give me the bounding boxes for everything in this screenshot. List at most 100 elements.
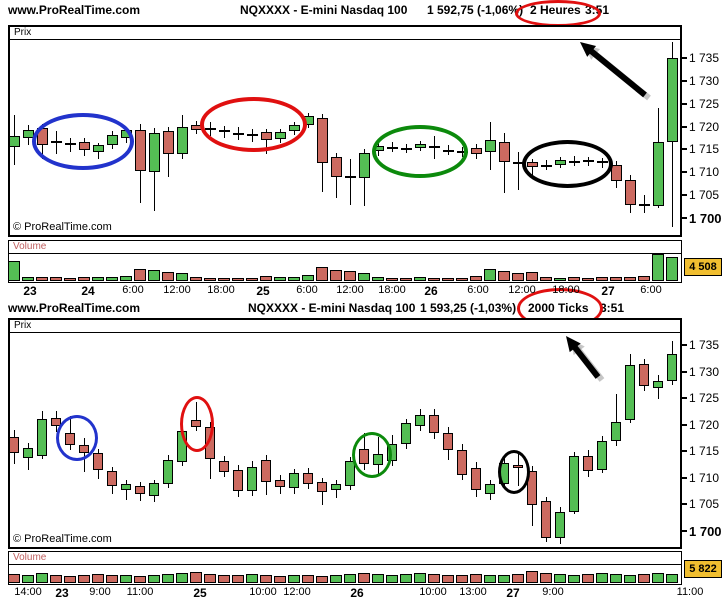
x-axis-label: 12:00: [283, 586, 311, 598]
volume-bar: [134, 269, 146, 281]
volume-bar: [624, 277, 636, 281]
volume-bar: [302, 275, 314, 281]
volume-bar: [50, 575, 62, 583]
y-axis-tick-mark: [682, 171, 687, 174]
y-axis-tick-label: 1 720: [689, 417, 720, 432]
x-axis-label: 24: [81, 284, 95, 298]
volume-bar: [638, 276, 650, 281]
volume-bar: [218, 575, 230, 583]
header-quote: 1 592,75 (-1,06%): [427, 3, 524, 17]
x-axis-label: 6:00: [296, 284, 318, 296]
candle-down: [470, 148, 482, 155]
volume-bar: [358, 573, 370, 583]
x-axis-label: 12:00: [336, 284, 364, 296]
volume-bar: [582, 574, 594, 583]
candle-up: [401, 423, 411, 445]
volume-bar: [456, 575, 468, 583]
candle-up: [485, 484, 495, 495]
candle-up: [331, 484, 341, 491]
volume-chart[interactable]: [8, 565, 681, 584]
candle-up: [625, 364, 635, 420]
y-axis-tick-mark: [682, 529, 687, 532]
y-axis-tick-label: 1 730: [689, 73, 720, 88]
volume-bar: [512, 574, 524, 583]
candle-down: [317, 482, 327, 493]
candle-down: [429, 414, 439, 433]
volume-bar: [92, 574, 104, 583]
annotation-ellipse-black: [498, 450, 530, 494]
volume-bar: [582, 278, 594, 281]
candle-up: [345, 461, 355, 487]
volume-bar: [288, 277, 300, 281]
volume-bar: [344, 574, 356, 583]
annotation-ellipse-red: [180, 396, 214, 452]
y-axis-tick-label: 1 735: [689, 338, 720, 352]
volume-bar: [260, 575, 272, 583]
y-axis-tick-mark: [682, 397, 687, 399]
annotation-ellipse-green: [352, 432, 392, 478]
volume-bar: [134, 576, 146, 583]
y-axis-tick-label: 1 720: [689, 119, 720, 134]
x-axis-label: 23: [23, 284, 37, 298]
candle-up: [667, 354, 677, 381]
volume-bar: [148, 575, 160, 583]
y-axis-tick-label: 1 705: [689, 497, 720, 511]
candle-wick: [615, 393, 617, 446]
volume-bar: [22, 277, 34, 281]
candle-down: [303, 472, 313, 484]
volume-bar: [120, 575, 132, 583]
volume-chart[interactable]: [8, 254, 681, 282]
volume-value-badge: 4 508: [684, 258, 722, 276]
candlestick-chart[interactable]: [9, 333, 680, 547]
x-axis-label: 27: [601, 284, 615, 298]
volume-bar: [666, 574, 678, 583]
volume-bar: [316, 576, 328, 583]
candle-up: [289, 472, 299, 488]
candlestick-chart[interactable]: [8, 40, 680, 235]
y-axis-tick-mark: [682, 344, 687, 346]
volume-bar: [526, 272, 538, 281]
candle-down: [219, 461, 229, 473]
volume-bar: [232, 278, 244, 281]
candle-down: [498, 142, 510, 163]
x-axis-label: 6:00: [122, 284, 144, 296]
candle-down: [624, 179, 636, 205]
volume-bar: [526, 571, 538, 583]
candle-up: [653, 381, 663, 389]
volume-bar: [596, 277, 608, 281]
x-axis-label: 11:00: [126, 586, 154, 598]
volume-bar: [176, 273, 188, 281]
candle-down: [330, 156, 342, 177]
volume-bar: [64, 278, 76, 281]
candle-up: [148, 132, 160, 172]
volume-bar: [344, 271, 356, 281]
candle-down: [471, 467, 481, 490]
volume-bar: [484, 575, 496, 583]
volume-bar: [470, 276, 482, 281]
volume-bar: [498, 575, 510, 583]
volume-bar: [316, 267, 328, 281]
y-axis-tick-label: 1 710: [689, 165, 720, 180]
header-instrument: NQXXXX - E-mini Nasdaq 100: [248, 301, 416, 315]
x-axis-label: 6:00: [640, 284, 662, 296]
volume-bar: [78, 575, 90, 583]
annotation-ellipse-green: [372, 125, 468, 178]
volume-bar: [302, 575, 314, 583]
volume-bar: [50, 277, 62, 281]
volume-bar: [22, 575, 34, 583]
x-axis-label: 18:00: [207, 284, 235, 296]
candle-up: [597, 440, 607, 470]
y-axis-tick-mark: [682, 503, 687, 505]
annotation-ellipse-red: [200, 97, 307, 152]
x-axis-label: 25: [193, 586, 207, 600]
candle-up: [37, 419, 47, 457]
volume-bar: [442, 575, 454, 583]
candle-down: [275, 479, 285, 487]
y-axis-tick-label: 1 710: [689, 470, 720, 485]
x-axis-label: 25: [256, 284, 270, 298]
price-pane: Prix © ProRealTime.com: [8, 25, 682, 237]
y-axis-tick-label: 1 725: [689, 96, 720, 111]
y-axis-tick-mark: [682, 57, 687, 59]
pane-title: Prix: [10, 27, 680, 40]
